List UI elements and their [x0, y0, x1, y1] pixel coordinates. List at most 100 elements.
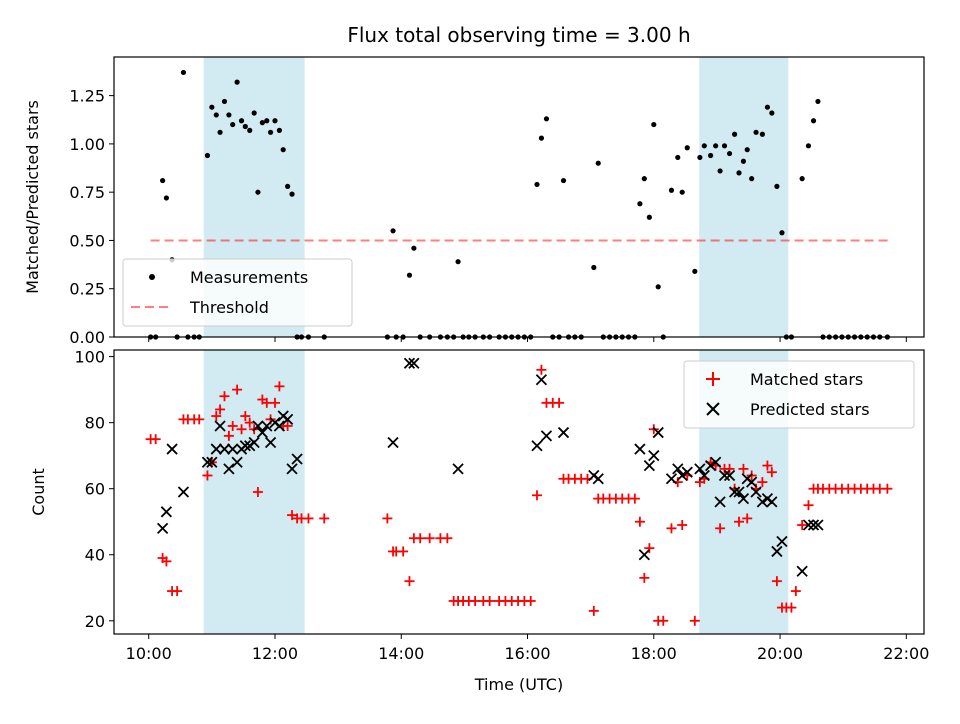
measurement-point-23	[259, 120, 265, 126]
bottom-xtick-label-5: 20:00	[757, 644, 803, 663]
measurement-point-59	[538, 135, 545, 141]
predicted-point-47	[704, 459, 717, 472]
matched-point-42	[424, 533, 435, 544]
matched-point-41	[415, 533, 426, 544]
predicted-point-4	[201, 456, 214, 468]
measurement-point-15	[226, 112, 232, 118]
legend-matched-marker	[706, 372, 720, 386]
matched-point-12	[211, 411, 222, 422]
measurement-point-39	[406, 272, 413, 278]
measurement-point-16	[230, 121, 236, 128]
predicted-point-51	[723, 469, 736, 482]
predicted-point-18	[261, 420, 273, 432]
bottom-y-ticks: 20 40 60 80 100	[74, 348, 114, 631]
top-ytick-label-0: 0.00	[69, 328, 105, 347]
bottom-ytick-label-3: 80	[85, 414, 105, 433]
predicted-point-9	[223, 463, 235, 475]
measurement-point-89	[713, 143, 719, 149]
matched-point-95	[734, 516, 745, 527]
matched-point-20	[244, 417, 255, 428]
bottom-legend: Matched stars Predicted stars	[683, 360, 915, 429]
predicted-point-16	[252, 420, 264, 432]
matched-point-82	[666, 523, 677, 534]
predicted-point-46	[698, 469, 710, 482]
matched-point-77	[639, 572, 650, 583]
matched-point-103	[771, 576, 782, 587]
measurement-point-85	[692, 268, 698, 274]
legend-threshold-label: Threshold	[189, 298, 269, 317]
matched-point-78	[644, 543, 655, 554]
predicted-point-63	[796, 565, 808, 577]
bottom-ytick-label-0: 20	[85, 612, 105, 631]
measurement-point-21	[251, 110, 257, 116]
measurement-point-20	[247, 127, 253, 133]
measurement-point-83	[679, 189, 685, 195]
top-y-axis-label: Matched/Predicted stars	[23, 100, 42, 294]
top-panel: 0.00 0.25 0.50 0.75 1.00 1.25 Matched/Predict…	[23, 56, 925, 347]
measurement-point-99	[759, 131, 765, 137]
predicted-point-66	[812, 519, 824, 531]
predicted-point-36	[634, 443, 646, 455]
bottom-panel: 20 40 60 80 100 10:00 12:00 14:00 16:00 18:00 20:…	[29, 348, 929, 694]
matched-point-62	[554, 397, 565, 408]
predicted-point-56	[746, 476, 758, 488]
predicted-point-3	[177, 486, 190, 498]
top-x-ticks	[148, 337, 907, 342]
matched-point-15	[223, 430, 234, 441]
matched-point-57	[525, 595, 536, 606]
predicted-point-1	[160, 506, 173, 518]
measurement-point-25	[267, 129, 274, 135]
bottom-plot-marks	[145, 357, 893, 626]
measurement-point-101	[769, 110, 775, 116]
predicted-point-35	[592, 473, 604, 485]
measurement-point-102	[774, 183, 780, 189]
predicted-point-13	[239, 440, 251, 452]
measurement-point-18	[238, 118, 245, 124]
predicted-point-10	[227, 443, 239, 455]
top-ytick-label-2: 0.50	[69, 231, 105, 250]
matched-point-33	[303, 513, 314, 524]
matched-point-100	[757, 477, 768, 488]
measurement-point-40	[411, 245, 417, 251]
legend-measurements-label: Measurements	[190, 268, 308, 287]
predicted-point-8	[218, 443, 231, 455]
predicted-point-62	[776, 535, 788, 548]
predicted-point-49	[714, 496, 726, 508]
measurement-point-108	[810, 118, 817, 124]
predicted-point-23	[281, 413, 294, 425]
predicted-point-27	[403, 357, 416, 369]
measurement-point-79	[655, 284, 661, 290]
matched-point-81	[658, 615, 669, 626]
measurement-point-86	[697, 154, 703, 161]
matched-point-3	[161, 556, 172, 567]
legend-predicted-label: Predicted stars	[750, 400, 870, 419]
matched-point-17	[232, 384, 243, 395]
predicted-point-39	[648, 450, 660, 462]
predicted-point-61	[771, 545, 783, 558]
top-legend-box	[122, 258, 353, 327]
bottom-xtick-label-3: 16:00	[504, 644, 550, 663]
predicted-point-2	[166, 443, 178, 455]
measurement-point-90	[717, 168, 723, 174]
matched-point-97	[742, 513, 753, 524]
matched-point-34	[319, 513, 330, 524]
chart-title: Flux total observing time = 3.00 h	[347, 23, 690, 47]
measurement-point-82	[675, 154, 681, 161]
measurement-point-26	[272, 118, 278, 124]
matched-point-51	[484, 595, 495, 606]
predicted-point-65	[807, 519, 820, 531]
top-ytick-label-5: 1.25	[69, 87, 105, 106]
bottom-xtick-label-2: 14:00	[378, 644, 424, 663]
measurement-point-30	[289, 191, 295, 197]
predicted-point-26	[387, 436, 399, 449]
measurement-point-76	[641, 176, 647, 182]
measurement-point-92	[726, 150, 733, 157]
measurement-point-81	[668, 187, 675, 193]
measurement-point-96	[744, 147, 750, 153]
measurement-point-60	[543, 116, 550, 122]
bottom-xtick-label-4: 18:00	[631, 644, 677, 663]
legend-measurements-marker	[149, 274, 155, 280]
matched-point-38	[398, 546, 409, 557]
matched-point-68	[588, 605, 599, 616]
